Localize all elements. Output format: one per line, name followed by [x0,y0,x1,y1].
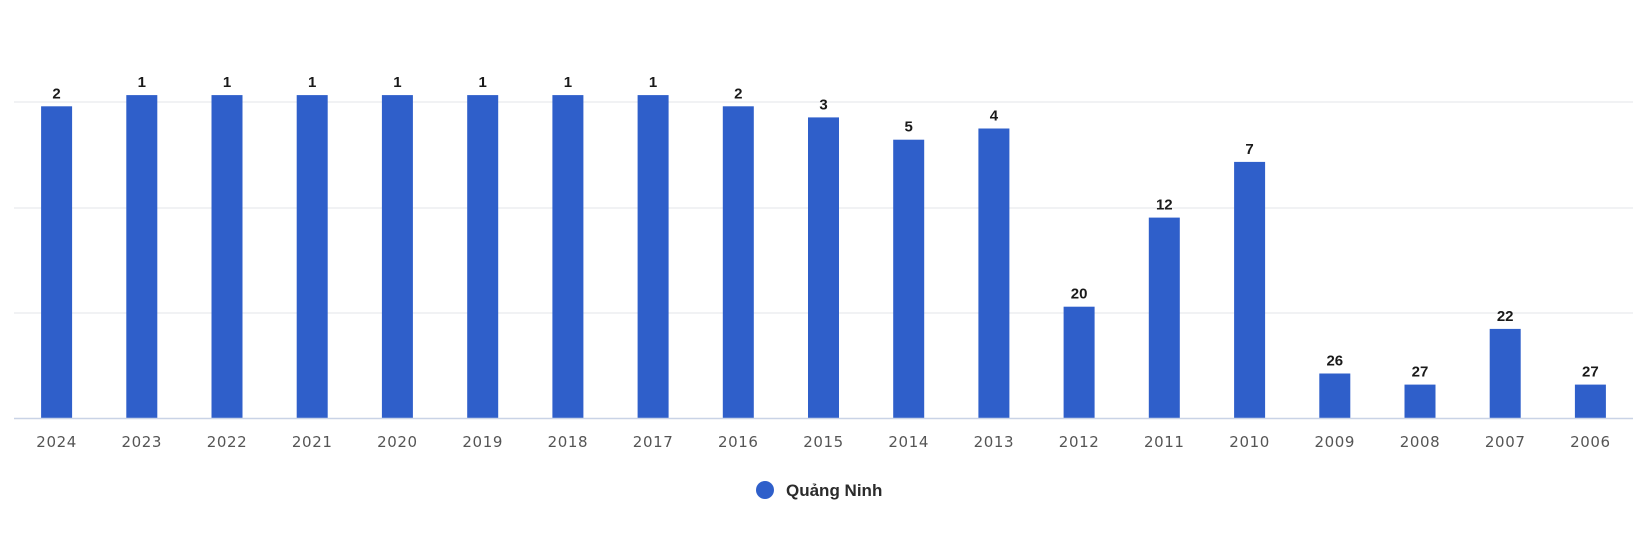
bar[interactable] [126,95,158,418]
bar[interactable] [1319,373,1351,419]
x-tick-label: 2009 [1315,433,1356,451]
x-tick-label: 2021 [292,433,333,451]
x-tick-label: 2014 [888,433,929,451]
bar[interactable] [211,95,243,418]
x-tick-label: 2010 [1229,433,1270,451]
bar[interactable] [1063,306,1095,418]
x-tick-label: 2022 [207,433,248,451]
bar[interactable] [1234,161,1266,418]
data-label: 27 [1582,364,1599,381]
bar[interactable] [1574,384,1606,418]
x-tick-label: 2012 [1059,433,1100,451]
bar[interactable] [1404,384,1436,418]
x-tick-label: 2006 [1570,433,1611,451]
x-tick-label: 2023 [122,433,163,451]
data-label: 1 [393,74,401,91]
x-axis: 2024 2023 2022 2021 2020 2019 2018 2017 2016 2015… [14,417,1633,451]
x-tick-label: 2016 [718,433,759,451]
bar[interactable] [41,106,73,419]
bar[interactable] [722,106,754,419]
x-tick-label: 2019 [462,433,503,451]
legend-marker-icon[interactable] [756,481,774,499]
bar[interactable] [1489,328,1521,418]
bar[interactable] [637,95,669,418]
data-label: 1 [308,74,316,91]
x-tick-label: 2008 [1400,433,1441,451]
bar[interactable] [552,95,584,418]
data-label: 27 [1412,364,1429,381]
legend-label[interactable]: Quảng Ninh [786,481,882,500]
x-tick-label: 2007 [1485,433,1526,451]
data-label: 5 [905,119,913,136]
x-tick-label: 2015 [803,433,844,451]
bar[interactable] [296,95,328,418]
data-label: 7 [1245,141,1253,158]
data-label: 1 [479,74,487,91]
x-tick-label: 2018 [548,433,589,451]
x-tick-label: 2017 [633,433,674,451]
data-label: 2 [734,85,742,102]
data-label: 1 [649,74,657,91]
bar[interactable] [808,117,839,419]
data-label: 26 [1326,353,1343,370]
data-label: 22 [1497,308,1514,325]
data-label: 1 [138,74,146,91]
x-tick-label: 2020 [377,433,418,451]
data-label: 12 [1156,197,1173,214]
bar[interactable] [978,128,1010,419]
bar[interactable] [381,95,413,418]
data-label: 4 [990,108,999,125]
legend[interactable]: Quảng Ninh [756,481,882,500]
x-tick-label: 2011 [1144,433,1185,451]
bars [41,95,1606,419]
data-label: 2 [52,85,60,102]
data-label: 1 [564,74,572,91]
data-label: 1 [223,74,231,91]
data-label: 3 [819,96,827,113]
bar[interactable] [1148,217,1180,418]
bar[interactable] [467,95,499,418]
x-tick-label: 2013 [974,433,1015,451]
bar[interactable] [893,139,925,418]
x-tick-label: 2024 [36,433,77,451]
data-label: 20 [1071,286,1088,303]
